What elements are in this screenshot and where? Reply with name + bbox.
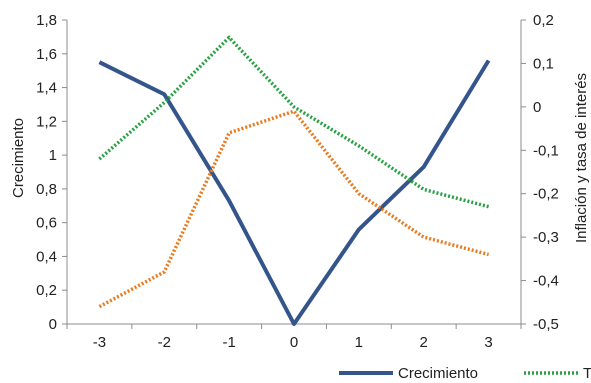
y-left-tick-label: 1,6 (36, 46, 57, 63)
y-left-tick-label: 1,8 (36, 12, 57, 29)
legend-label-1: T (583, 365, 591, 382)
y-right-tick-label: -0,5 (533, 316, 559, 333)
axes-group (66, 20, 522, 325)
y-left-tick-label: 1 (49, 147, 57, 164)
ticks-group: 0 0,2 0,4 0,6 0,8 1 1,2 1,4 1,6 1,8 -0,5 -0,4 -0,3 -0… (36, 12, 559, 351)
y-right-tick-label: -0,1 (533, 142, 559, 159)
x-tick-label: 1 (355, 334, 363, 351)
x-tick-label: -2 (158, 334, 171, 351)
y-axis-left-title: Crecimiento (10, 118, 27, 198)
x-tick-label: 2 (420, 334, 428, 351)
y-axis-right-title: Inflación y tasa de interés (573, 73, 590, 243)
series-line-1 (98, 35, 490, 209)
legend: Crecimiento T (339, 365, 591, 382)
series-line-2 (98, 109, 490, 309)
y-left-tick-label: 0 (49, 316, 57, 333)
series-group (98, 35, 491, 326)
x-tick-label: -3 (93, 334, 106, 351)
series-line-0 (98, 59, 491, 326)
y-left-tick-label: 0,6 (36, 215, 57, 232)
x-tick-label: 3 (484, 334, 492, 351)
y-right-tick-label: -0,2 (533, 186, 559, 203)
y-right-tick-label: -0,4 (533, 273, 559, 290)
x-tick-label: 0 (290, 334, 298, 351)
y-left-tick-label: 0,2 (36, 282, 57, 299)
y-left-tick-label: 1,2 (36, 113, 57, 130)
legend-label-0: Crecimiento (398, 365, 478, 382)
y-right-tick-label: -0,3 (533, 229, 559, 246)
y-left-tick-label: 0,8 (36, 181, 57, 198)
x-tick-label: -1 (222, 334, 235, 351)
y-right-tick-label: 0 (533, 99, 541, 116)
y-right-tick-label: 0,2 (533, 12, 554, 29)
y-left-tick-label: 0,4 (36, 248, 57, 265)
y-right-tick-label: 0,1 (533, 55, 554, 72)
y-left-tick-label: 1,4 (36, 80, 57, 97)
